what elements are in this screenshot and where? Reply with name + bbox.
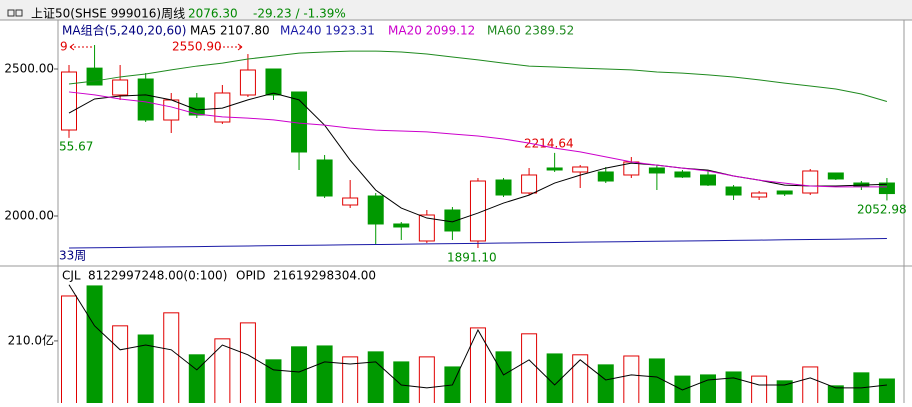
volume-legend: CJL (62, 269, 81, 283)
candle-body (239, 69, 256, 96)
volume-bar (776, 380, 793, 406)
header-title: 上证50(SHSE 999016)周线 (31, 7, 185, 21)
y-tick-label: 210.0亿 (8, 332, 54, 347)
volume-bar (188, 354, 205, 406)
ma-line (68, 91, 887, 188)
candle-body (316, 159, 333, 197)
volume-ma-line (68, 284, 887, 391)
ma-line (68, 238, 887, 249)
volume-bar (751, 375, 768, 406)
volume-bar (572, 354, 589, 406)
legend-entry: MA5 2107.80 (190, 24, 270, 38)
volume-bar (418, 356, 435, 406)
annotation: 2550.90 (172, 40, 222, 54)
legend-entry: MA240 1923.31 (280, 24, 375, 38)
annotation: 55.67 (59, 140, 93, 154)
ma-line (68, 50, 888, 102)
volume-bar (163, 312, 180, 406)
y-tick-label: 2000.00 (4, 208, 54, 222)
candle-body (827, 172, 844, 180)
volume-bar (367, 351, 384, 406)
volume-bar (495, 351, 512, 406)
y-tick-label: 2500.00 (4, 62, 54, 76)
candle-body (878, 182, 895, 195)
volume-bar (214, 338, 231, 406)
header-bar (0, 0, 912, 20)
candle-body (776, 190, 793, 195)
annotation: 2214.64 (524, 137, 574, 151)
candle-body (418, 214, 435, 242)
volume-bar (802, 366, 819, 406)
annotation: 9 (60, 40, 68, 54)
volume-bar (623, 355, 640, 406)
candle-body (469, 180, 486, 242)
candle-body (725, 186, 742, 196)
annotation-arrow (237, 43, 243, 51)
candle-body (265, 68, 282, 96)
candle-body (137, 78, 154, 121)
volume-bar (725, 371, 742, 406)
header-icon (7, 9, 23, 17)
legend-title: MA组合(5,240,20,60) (62, 23, 186, 38)
candle-body (342, 197, 359, 206)
volume-bar (86, 285, 103, 406)
volume-legend: OPID (236, 269, 265, 283)
legend-entry: MA20 2099.12 (388, 24, 475, 38)
legend-entry: MA60 2389.52 (487, 24, 574, 38)
candle-body (700, 174, 716, 186)
volume-bar (521, 333, 538, 406)
candle-body (495, 179, 512, 196)
candle-body (112, 79, 129, 96)
candle-body (163, 99, 180, 121)
volume-bar (316, 345, 333, 406)
candle-body (367, 195, 384, 225)
candle-body (214, 92, 231, 123)
volume-bar (827, 385, 844, 406)
volume-bar (239, 322, 256, 406)
volume-bar (546, 353, 563, 406)
annotation-arrow (69, 43, 75, 51)
candle-body (546, 167, 563, 171)
candle-body (751, 192, 768, 198)
annotation: 1891.10 (447, 251, 497, 265)
volume-bar (597, 364, 614, 406)
candle-body (802, 170, 819, 194)
candle-body (86, 67, 103, 86)
volume-bar (878, 378, 895, 406)
volume-bar (291, 346, 308, 406)
candle-body (521, 174, 538, 194)
annotation: 2052.98 (857, 203, 907, 217)
candle-body (572, 166, 589, 173)
candle-body (393, 223, 410, 228)
volume-bar (61, 295, 77, 406)
volume-bar (648, 358, 665, 406)
header-price: 2076.30 (188, 7, 238, 21)
volume-bar (112, 325, 129, 406)
candle-body (597, 171, 614, 182)
candle-body (648, 167, 665, 174)
volume-legend: 8122997248.00(0:100) (88, 269, 227, 283)
candle-body (674, 171, 691, 178)
candle-body (61, 71, 77, 131)
volume-legend: 21619298304.00 (273, 269, 376, 283)
volume-bar (393, 361, 410, 406)
annotation: 33周 (59, 249, 86, 263)
header-change: -29.23 / -1.39% (253, 7, 346, 21)
